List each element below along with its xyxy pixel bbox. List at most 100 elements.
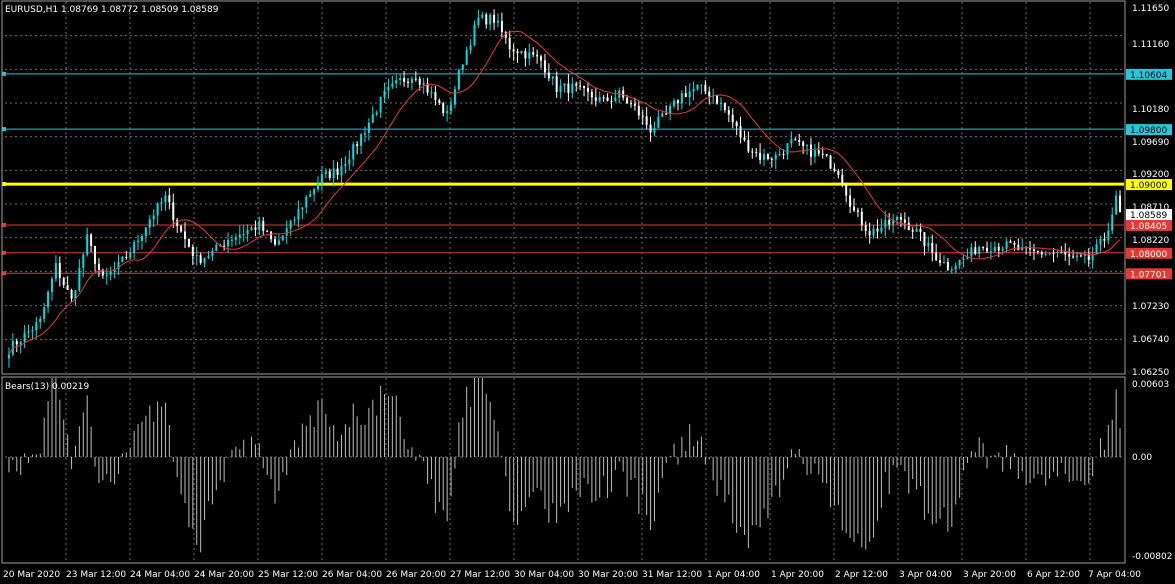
indicator-axis: 0.00603 0.00 -0.00802	[1132, 380, 1172, 562]
candle-body	[1048, 252, 1051, 254]
candle-body	[590, 91, 593, 98]
candle-body	[684, 93, 687, 98]
time-tick: 6 Apr 12:00	[1027, 570, 1080, 580]
candle-body	[270, 231, 273, 240]
candle-body	[755, 151, 758, 153]
candle-body	[837, 170, 840, 175]
candle-body	[187, 238, 190, 247]
candle-body	[450, 104, 453, 112]
candle-body	[215, 244, 218, 251]
candle-body	[43, 307, 46, 319]
candle-body	[328, 171, 331, 179]
candle-body	[735, 122, 738, 127]
candle-body	[860, 211, 863, 226]
candle-body	[786, 143, 789, 155]
candle-body	[512, 49, 515, 52]
candle-body	[317, 183, 320, 190]
candle-body	[90, 234, 93, 246]
candle-body	[94, 245, 97, 264]
candle-body	[853, 206, 856, 211]
candle-body	[336, 168, 339, 175]
candle-body	[802, 141, 805, 147]
candle-body	[47, 291, 50, 308]
time-tick: 3 Apr 04:00	[899, 570, 952, 580]
candle-body	[1103, 238, 1106, 241]
candle-body	[821, 153, 824, 155]
candle-body	[700, 84, 703, 86]
candle-body	[665, 113, 668, 115]
candle-body	[516, 51, 519, 54]
candle-body	[113, 269, 116, 272]
candle-body	[418, 78, 421, 85]
candle-body	[332, 168, 335, 179]
candle-body	[1083, 254, 1086, 256]
candle-body	[864, 225, 867, 232]
candle-body	[500, 20, 503, 33]
candle-body	[1040, 251, 1043, 255]
candle-body	[31, 330, 34, 332]
candle-body	[958, 259, 961, 266]
candle-body	[391, 83, 394, 88]
time-tick: 24 Mar 04:00	[130, 570, 190, 580]
price-tick: 1.06250	[1132, 368, 1169, 378]
candle-body	[430, 92, 433, 94]
candle-body	[446, 111, 449, 114]
price-axis: 1.11650 1.11160 1.10180 1.09690 1.09200 …	[1132, 4, 1169, 378]
candle-body	[203, 257, 206, 263]
horizontal-levels[interactable]	[2, 71, 1124, 276]
candle-body	[645, 116, 648, 125]
candle-body	[242, 233, 245, 235]
candle-body	[230, 239, 233, 241]
candle-body	[633, 103, 636, 106]
candle-body	[360, 134, 363, 146]
candle-body	[751, 151, 754, 153]
candle-body	[97, 263, 100, 270]
candle-body	[356, 144, 359, 146]
candle-body	[896, 217, 899, 220]
time-tick: 25 Mar 12:00	[258, 570, 318, 580]
candle-body	[86, 234, 89, 255]
candle-body	[993, 246, 996, 252]
candle-body	[496, 20, 499, 23]
price-tick: 1.09200	[1132, 170, 1169, 180]
candle-body	[602, 97, 605, 99]
candle-body	[782, 153, 785, 155]
candle-body	[133, 242, 136, 253]
candle-body	[547, 72, 550, 79]
candle-body	[301, 207, 304, 210]
time-tick: 1 Apr 04:00	[707, 570, 760, 580]
candle-body	[888, 219, 891, 225]
level-tag	[1126, 179, 1172, 191]
candle-body	[19, 341, 22, 345]
candle-body	[74, 290, 77, 299]
candle-body	[465, 50, 468, 65]
level-tag-text: 1.07701	[1130, 270, 1167, 280]
indicator-header: Bears(13) 0.00219	[5, 382, 89, 392]
candle-body	[763, 154, 766, 160]
candle-body	[371, 114, 374, 123]
candle-body	[833, 168, 836, 171]
candle-body	[27, 331, 30, 333]
candle-body	[997, 246, 1000, 251]
candle-body	[461, 64, 464, 70]
candle-body	[610, 101, 613, 103]
candle-body	[974, 247, 977, 255]
candle-body	[1044, 253, 1047, 255]
candle-body	[281, 235, 284, 241]
candle-body	[892, 219, 895, 225]
candle-body	[15, 340, 18, 345]
candle-body	[1005, 241, 1008, 249]
candle-body	[1087, 254, 1090, 261]
candle-body	[121, 256, 124, 262]
candle-body	[579, 85, 582, 87]
candle-body	[598, 97, 601, 101]
candle-body	[528, 52, 531, 59]
level-anchor	[2, 182, 6, 187]
time-tick: 30 Mar 04:00	[514, 570, 574, 580]
candle-body	[101, 269, 104, 276]
candle-body	[195, 255, 198, 257]
price-tick: 1.10180	[1132, 105, 1169, 115]
candle-body	[289, 220, 292, 229]
candle-body	[1001, 248, 1004, 251]
